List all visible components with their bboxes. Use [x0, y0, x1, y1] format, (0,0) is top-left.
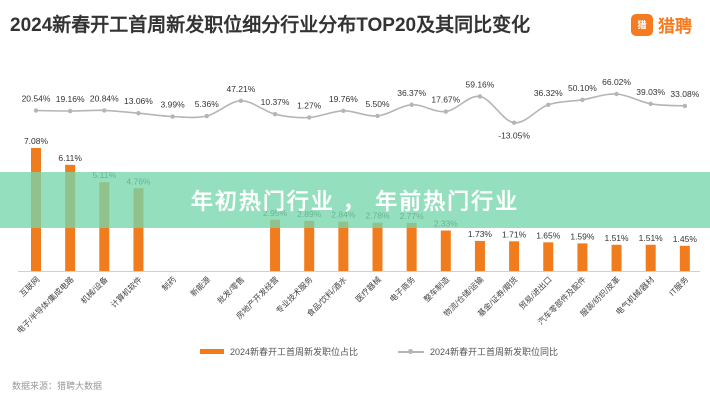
line-point: [375, 113, 380, 119]
bar-data-label: 1.59%: [570, 231, 595, 241]
bar: [645, 244, 656, 271]
line-point: [102, 108, 107, 113]
line-point: [307, 115, 312, 120]
bar: [338, 221, 349, 271]
x-tick-label: 互联网: [18, 275, 41, 298]
legend-bar-swatch: [200, 349, 224, 354]
bar-data-label: 1.51%: [639, 233, 664, 243]
legend-bar-label: 2024新春开工首周新发职位占比: [230, 347, 359, 357]
x-tick-label: 批发/零售: [215, 274, 246, 305]
bar-data-label: 1.51%: [604, 233, 629, 243]
line-point: [614, 91, 619, 97]
legend-line-label: 2024新春开工首周新发职位同比: [430, 347, 559, 357]
x-tick-label: 医疗器械: [353, 274, 383, 304]
x-tick-label: 制药: [160, 274, 178, 292]
bar-data-label: 1.71%: [502, 229, 527, 239]
bar: [133, 188, 144, 271]
line-point: [33, 108, 39, 113]
bar: [543, 242, 554, 271]
bar: [509, 241, 520, 271]
bar: [577, 243, 588, 271]
overlay-banner-text: 年初热门行业 ， 年前热门行业: [190, 189, 520, 214]
line-data-label: 19.76%: [329, 94, 358, 104]
legend-item-line: 2024新春开工首周新发职位同比: [398, 345, 558, 358]
x-tick-label: IT服务: [667, 274, 690, 297]
line-data-label: 59.16%: [466, 79, 495, 89]
line-data-label: 5.50%: [365, 99, 390, 109]
legend-line-swatch: [398, 348, 425, 354]
line-data-label: 10.37%: [261, 97, 290, 107]
x-tick-label: 机械/设备: [78, 274, 109, 305]
line-point: [170, 114, 175, 119]
bar-data-label: 6.11%: [58, 153, 82, 163]
brand-logo-icon: 猎: [631, 13, 653, 36]
line-point: [204, 113, 209, 119]
line-data-label: 1.27%: [297, 101, 322, 111]
brand-logo: 猎 猎聘: [631, 12, 692, 37]
data-source-note: 数据来源：猎聘大数据: [12, 381, 103, 391]
line-data-label: 13.06%: [124, 96, 153, 106]
line-data-label: 19.16%: [56, 94, 85, 104]
line-data-label: 50.10%: [568, 83, 597, 93]
bar-data-label: 1.45%: [673, 234, 698, 244]
chart-legend: 2024新春开工首周新发职位占比 2024新春开工首周新发职位同比: [200, 345, 558, 358]
line-data-label: 20.54%: [22, 94, 51, 104]
x-tick-label: 贸易/进出口: [517, 274, 554, 311]
bar-data-label: 1.65%: [536, 230, 561, 240]
line-data-label: 66.02%: [602, 77, 631, 87]
line-data-label: 33.08%: [670, 89, 699, 99]
bar: [406, 222, 417, 271]
line-point: [136, 111, 141, 116]
line-data-label: 3.99%: [161, 100, 186, 110]
line-data-label: 20.84%: [90, 93, 119, 103]
x-tick-label: 整车制造: [422, 274, 452, 304]
x-tick-label: 电子/半导体/集成电路: [14, 274, 75, 335]
bar: [372, 222, 383, 271]
line-data-label: 39.03%: [636, 87, 665, 97]
bar: [270, 219, 281, 271]
line-point: [580, 97, 585, 102]
x-tick-label: 计算机软件: [109, 274, 144, 309]
x-tick-label: 电子商务: [387, 274, 417, 304]
line-data-label: 17.67%: [431, 95, 460, 105]
line-point: [648, 101, 653, 106]
bar-data-label: 7.08%: [24, 136, 49, 146]
x-tick-label: 新能源: [188, 274, 212, 298]
bar: [304, 220, 315, 271]
line-point: [341, 108, 346, 113]
line-data-label: 5.36%: [195, 99, 220, 109]
bar: [474, 240, 485, 271]
line-data-label: 36.32%: [534, 88, 563, 98]
brand-logo-text: 猎聘: [658, 17, 692, 36]
overlay-banner: 年初热门行业 ， 年前热门行业: [0, 172, 710, 228]
bar: [440, 230, 451, 271]
line-point: [511, 120, 517, 125]
line-point: [682, 103, 688, 109]
bar: [611, 244, 622, 271]
line-point: [272, 111, 278, 117]
line-data-label: -13.05%: [498, 131, 530, 141]
line-point: [238, 98, 244, 104]
legend-item-bar: 2024新春开工首周新发职位占比: [200, 345, 358, 358]
line-data-label: 36.37%: [397, 88, 426, 98]
series-line: [35, 93, 685, 124]
line-point: [409, 102, 414, 107]
line-point: [67, 108, 73, 114]
line-point: [477, 94, 483, 99]
line-point: [443, 109, 448, 114]
bar: [679, 245, 690, 271]
bar-data-label: 1.73%: [468, 229, 493, 239]
line-point: [546, 102, 551, 107]
chart-title: 2024新春开工首周新发职位细分行业分布TOP20及其同比变化: [10, 15, 531, 36]
line-data-label: 47.21%: [226, 84, 255, 94]
